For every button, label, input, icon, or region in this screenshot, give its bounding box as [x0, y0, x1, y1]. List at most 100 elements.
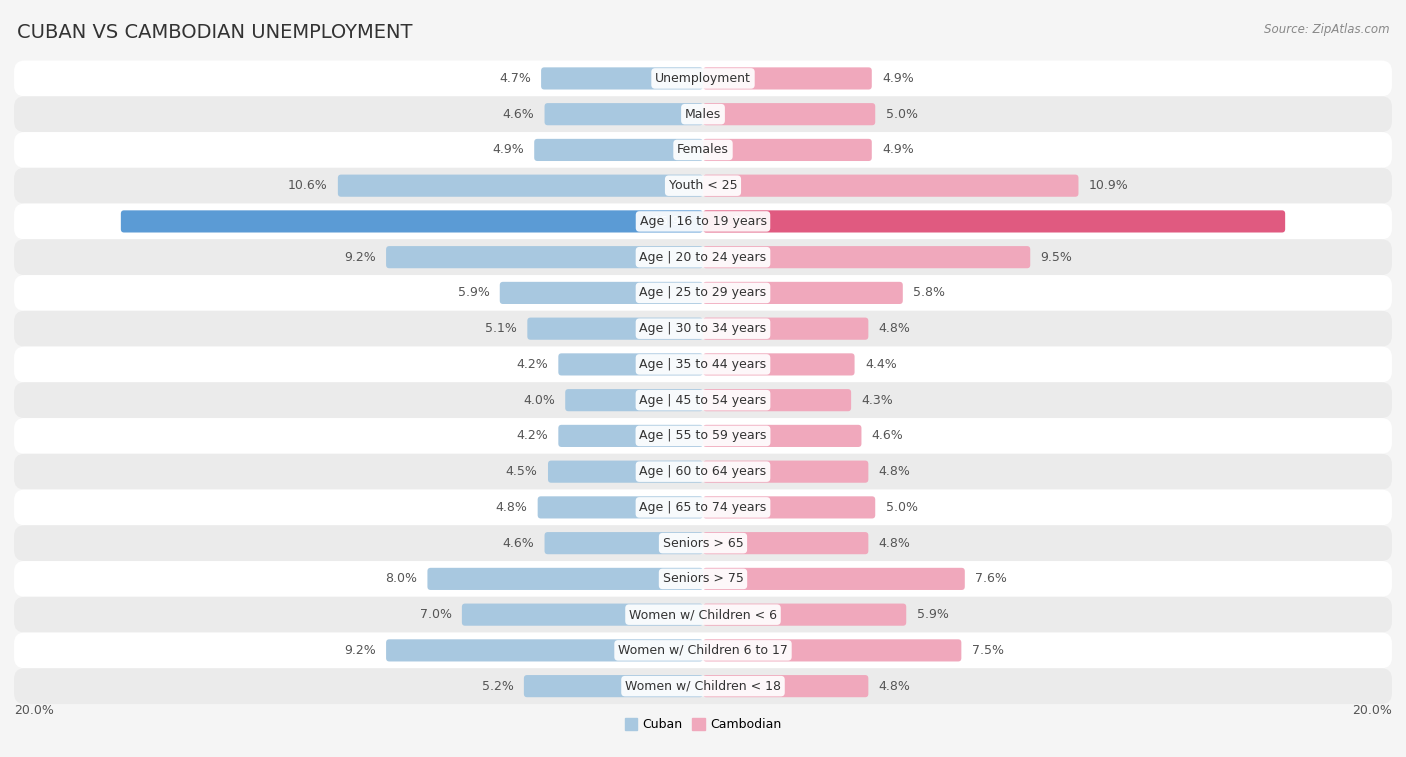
Text: 9.2%: 9.2%	[344, 644, 375, 657]
FancyBboxPatch shape	[121, 210, 703, 232]
Text: Women w/ Children < 6: Women w/ Children < 6	[628, 608, 778, 621]
FancyBboxPatch shape	[703, 532, 869, 554]
FancyBboxPatch shape	[558, 425, 703, 447]
FancyBboxPatch shape	[703, 425, 862, 447]
FancyBboxPatch shape	[14, 204, 1392, 239]
Text: 4.4%: 4.4%	[865, 358, 897, 371]
Text: 5.8%: 5.8%	[912, 286, 945, 300]
FancyBboxPatch shape	[337, 175, 703, 197]
Text: Age | 16 to 19 years: Age | 16 to 19 years	[640, 215, 766, 228]
Text: 4.9%: 4.9%	[492, 143, 524, 157]
Text: Women w/ Children 6 to 17: Women w/ Children 6 to 17	[619, 644, 787, 657]
FancyBboxPatch shape	[499, 282, 703, 304]
Text: 9.2%: 9.2%	[344, 251, 375, 263]
Text: Males: Males	[685, 107, 721, 120]
FancyBboxPatch shape	[14, 633, 1392, 668]
Text: 7.5%: 7.5%	[972, 644, 1004, 657]
Text: 4.2%: 4.2%	[516, 429, 548, 442]
Text: 4.6%: 4.6%	[502, 537, 534, 550]
Text: Seniors > 65: Seniors > 65	[662, 537, 744, 550]
FancyBboxPatch shape	[703, 67, 872, 89]
Text: Unemployment: Unemployment	[655, 72, 751, 85]
Text: 4.0%: 4.0%	[523, 394, 555, 407]
FancyBboxPatch shape	[703, 282, 903, 304]
Text: 9.5%: 9.5%	[1040, 251, 1073, 263]
FancyBboxPatch shape	[14, 61, 1392, 96]
FancyBboxPatch shape	[703, 603, 907, 626]
Text: Youth < 25: Youth < 25	[669, 179, 737, 192]
Text: Women w/ Children < 18: Women w/ Children < 18	[626, 680, 780, 693]
FancyBboxPatch shape	[14, 668, 1392, 704]
FancyBboxPatch shape	[14, 453, 1392, 490]
FancyBboxPatch shape	[14, 275, 1392, 311]
Text: 16.9%: 16.9%	[713, 215, 754, 228]
Text: 5.9%: 5.9%	[457, 286, 489, 300]
Text: 4.9%: 4.9%	[882, 72, 914, 85]
FancyBboxPatch shape	[14, 382, 1392, 418]
Text: 5.9%: 5.9%	[917, 608, 949, 621]
FancyBboxPatch shape	[703, 318, 869, 340]
Text: 7.6%: 7.6%	[976, 572, 1007, 585]
Text: Seniors > 75: Seniors > 75	[662, 572, 744, 585]
FancyBboxPatch shape	[565, 389, 703, 411]
FancyBboxPatch shape	[14, 168, 1392, 204]
FancyBboxPatch shape	[387, 640, 703, 662]
FancyBboxPatch shape	[703, 460, 869, 483]
FancyBboxPatch shape	[703, 103, 875, 125]
FancyBboxPatch shape	[14, 561, 1392, 597]
Text: 4.8%: 4.8%	[879, 680, 911, 693]
FancyBboxPatch shape	[14, 418, 1392, 453]
Text: 5.2%: 5.2%	[482, 680, 513, 693]
FancyBboxPatch shape	[14, 311, 1392, 347]
Text: Age | 45 to 54 years: Age | 45 to 54 years	[640, 394, 766, 407]
Text: 4.2%: 4.2%	[516, 358, 548, 371]
Text: 16.9%: 16.9%	[652, 215, 693, 228]
Text: 10.6%: 10.6%	[288, 179, 328, 192]
Text: 5.1%: 5.1%	[485, 322, 517, 335]
Legend: Cuban, Cambodian: Cuban, Cambodian	[620, 713, 786, 737]
Text: 4.3%: 4.3%	[862, 394, 893, 407]
FancyBboxPatch shape	[14, 96, 1392, 132]
Text: 10.9%: 10.9%	[1088, 179, 1129, 192]
Text: 4.9%: 4.9%	[882, 143, 914, 157]
Text: Age | 35 to 44 years: Age | 35 to 44 years	[640, 358, 766, 371]
FancyBboxPatch shape	[703, 246, 1031, 268]
Text: 4.5%: 4.5%	[506, 465, 537, 478]
Text: Source: ZipAtlas.com: Source: ZipAtlas.com	[1264, 23, 1389, 36]
FancyBboxPatch shape	[703, 210, 1285, 232]
FancyBboxPatch shape	[14, 132, 1392, 168]
Text: Females: Females	[678, 143, 728, 157]
FancyBboxPatch shape	[548, 460, 703, 483]
FancyBboxPatch shape	[14, 597, 1392, 633]
Text: CUBAN VS CAMBODIAN UNEMPLOYMENT: CUBAN VS CAMBODIAN UNEMPLOYMENT	[17, 23, 412, 42]
Text: Age | 25 to 29 years: Age | 25 to 29 years	[640, 286, 766, 300]
Text: Age | 55 to 59 years: Age | 55 to 59 years	[640, 429, 766, 442]
Text: 20.0%: 20.0%	[1353, 704, 1392, 717]
Text: 4.8%: 4.8%	[879, 537, 911, 550]
Text: 4.6%: 4.6%	[872, 429, 904, 442]
FancyBboxPatch shape	[524, 675, 703, 697]
Text: 4.6%: 4.6%	[502, 107, 534, 120]
FancyBboxPatch shape	[14, 525, 1392, 561]
FancyBboxPatch shape	[534, 139, 703, 161]
FancyBboxPatch shape	[703, 139, 872, 161]
FancyBboxPatch shape	[461, 603, 703, 626]
FancyBboxPatch shape	[703, 568, 965, 590]
FancyBboxPatch shape	[703, 354, 855, 375]
Text: 7.0%: 7.0%	[419, 608, 451, 621]
Text: 4.7%: 4.7%	[499, 72, 531, 85]
Text: 5.0%: 5.0%	[886, 107, 918, 120]
FancyBboxPatch shape	[387, 246, 703, 268]
FancyBboxPatch shape	[14, 490, 1392, 525]
FancyBboxPatch shape	[703, 389, 851, 411]
Text: Age | 20 to 24 years: Age | 20 to 24 years	[640, 251, 766, 263]
Text: 20.0%: 20.0%	[14, 704, 53, 717]
FancyBboxPatch shape	[14, 347, 1392, 382]
FancyBboxPatch shape	[703, 175, 1078, 197]
FancyBboxPatch shape	[527, 318, 703, 340]
Text: Age | 60 to 64 years: Age | 60 to 64 years	[640, 465, 766, 478]
FancyBboxPatch shape	[427, 568, 703, 590]
FancyBboxPatch shape	[541, 67, 703, 89]
FancyBboxPatch shape	[14, 239, 1392, 275]
FancyBboxPatch shape	[703, 497, 875, 519]
